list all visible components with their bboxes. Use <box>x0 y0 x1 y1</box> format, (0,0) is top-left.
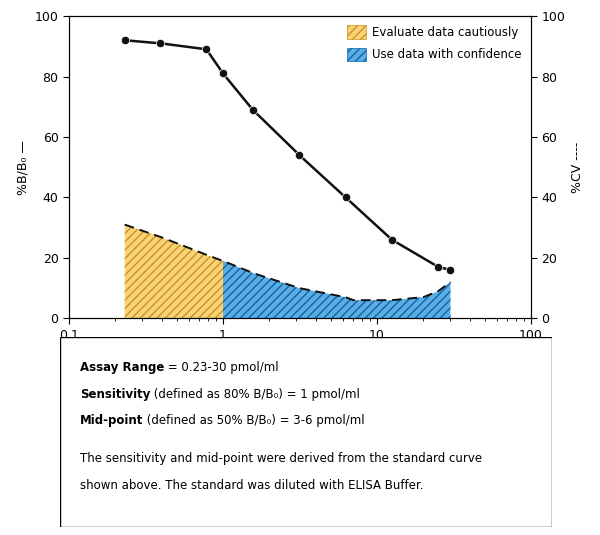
Y-axis label: %B/B₀ —: %B/B₀ — <box>16 140 29 195</box>
Text: The sensitivity and mid-point were derived from the standard curve: The sensitivity and mid-point were deriv… <box>80 452 482 465</box>
Text: Sensitivity: Sensitivity <box>80 387 150 401</box>
Text: Assay Range: Assay Range <box>80 361 164 374</box>
Text: Mid-point: Mid-point <box>80 414 143 427</box>
Y-axis label: %CV ----: %CV ---- <box>571 142 584 193</box>
Text: (defined as 50% B/B₀) = 3-6 pmol/ml: (defined as 50% B/B₀) = 3-6 pmol/ml <box>143 414 365 427</box>
Text: (defined as 80% B/B₀) = 1 pmol/ml: (defined as 80% B/B₀) = 1 pmol/ml <box>150 387 360 401</box>
Text: = 0.23-30 pmol/ml: = 0.23-30 pmol/ml <box>164 361 278 374</box>
Legend: Evaluate data cautiously, Use data with confidence: Evaluate data cautiously, Use data with … <box>344 22 525 65</box>
Text: shown above. The standard was diluted with ELISA Buffer.: shown above. The standard was diluted wi… <box>80 479 423 492</box>
FancyBboxPatch shape <box>60 337 552 527</box>
X-axis label: Non-Acetylated Cyclic GMP (pmol/ml): Non-Acetylated Cyclic GMP (pmol/ml) <box>154 347 446 361</box>
